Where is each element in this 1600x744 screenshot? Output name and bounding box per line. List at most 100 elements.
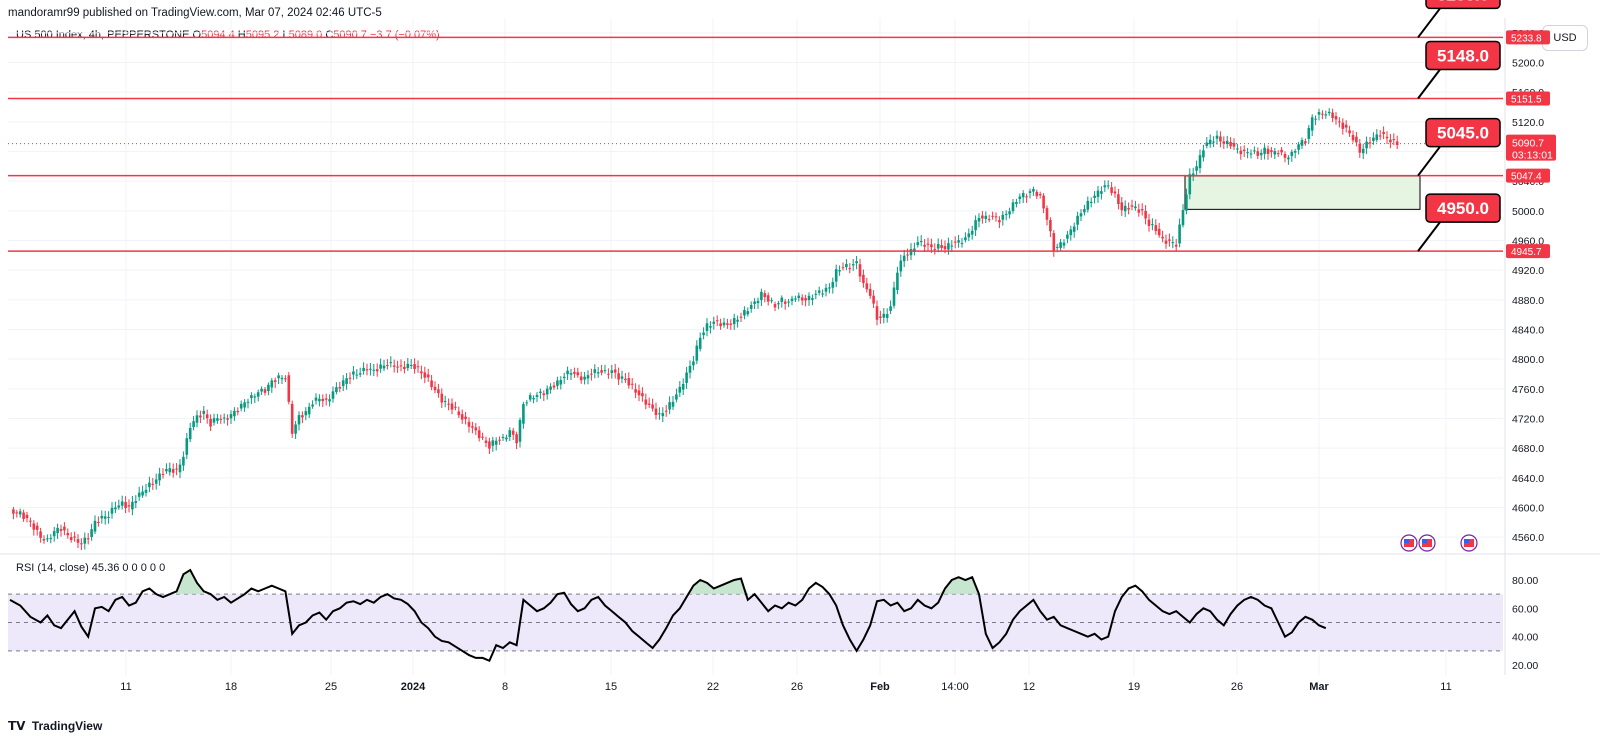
candle-body [566, 370, 569, 375]
candle-body [817, 290, 821, 293]
candle-body [1276, 153, 1280, 155]
candle-body [42, 538, 46, 541]
candle-body [1117, 194, 1120, 204]
candle-body [586, 375, 590, 379]
candle-body [957, 240, 960, 243]
candle-body [253, 396, 257, 398]
candle-body [1212, 141, 1215, 143]
price-tick-label: 4760.0 [1512, 384, 1544, 396]
price-tick-label: 4800.0 [1512, 354, 1544, 366]
candle-body [86, 538, 90, 540]
candle-body [664, 410, 668, 412]
candle-body [1025, 196, 1028, 198]
candle-body [403, 366, 406, 370]
candle-body [29, 520, 32, 522]
candle-body [807, 295, 811, 301]
candle-body [1127, 208, 1130, 210]
candle-body [624, 378, 627, 381]
candle-body [1198, 155, 1202, 169]
candle-body [675, 394, 678, 400]
flag-icon [1422, 539, 1427, 543]
candle-body [964, 237, 967, 241]
candle-body [865, 283, 869, 290]
candle-body [522, 404, 525, 424]
candle-body [1035, 191, 1039, 197]
candle-body [239, 403, 243, 409]
level-axis-label: 5151.5 [1511, 94, 1542, 105]
candle-body [12, 509, 15, 514]
candle-body [32, 523, 36, 530]
candle-body [83, 537, 87, 544]
candle-body [875, 306, 879, 320]
candle-body [851, 264, 855, 266]
candle-body [110, 507, 114, 514]
candle-body [120, 501, 124, 506]
candle-body [1171, 242, 1175, 244]
candle-body [1378, 135, 1382, 137]
candle-body [423, 372, 427, 378]
candle-body [916, 242, 920, 245]
candle-body [668, 402, 671, 410]
published-line: mandoramr99 published on TradingView.com… [8, 7, 382, 19]
candle-body [692, 361, 695, 366]
rsi-tick-label: 20.00 [1512, 660, 1538, 672]
candle-body [569, 373, 573, 375]
level-axis-tag [1506, 91, 1550, 106]
candle-body [685, 372, 688, 383]
rsi-tick-label: 40.00 [1512, 632, 1538, 644]
candle-body [141, 491, 144, 496]
candle-body [678, 386, 682, 393]
candle-body [1011, 202, 1015, 212]
candle-body [1008, 211, 1011, 215]
candle-body [1385, 136, 1389, 139]
candle-body [127, 505, 131, 507]
callout-pointer [1417, 7, 1441, 39]
candle-body [294, 424, 297, 434]
candle-body [607, 373, 610, 375]
candle-body [909, 249, 913, 256]
candle-body [243, 402, 246, 408]
candle-body [613, 369, 617, 373]
level-callout-box [1425, 193, 1501, 223]
candle-body [304, 411, 308, 416]
candle-body [484, 440, 488, 443]
candle-body [406, 363, 410, 369]
candle-body [1188, 174, 1192, 195]
candle-body [1270, 150, 1273, 153]
candle-body [355, 374, 359, 376]
candle-body [1137, 209, 1141, 213]
candle-body [1232, 143, 1236, 147]
candle-body [131, 501, 134, 510]
candle-body [824, 287, 828, 292]
candle-body [1134, 206, 1137, 209]
level-axis-tag [1506, 30, 1550, 45]
candle-body [216, 418, 219, 421]
candle-body [73, 536, 76, 538]
candle-body [532, 398, 535, 400]
candle-body [1191, 173, 1195, 176]
candle-body [22, 512, 25, 519]
candle-body [137, 492, 141, 497]
candle-body [889, 306, 892, 311]
candle-body [416, 366, 420, 368]
candle-body [1273, 151, 1277, 155]
candle-body [814, 293, 818, 295]
candle-body [233, 410, 236, 417]
candle-body [1287, 157, 1290, 160]
candle-body [39, 531, 42, 538]
open-label: O [192, 29, 202, 41]
candle-body [651, 404, 654, 409]
time-tick-label: 26 [1231, 681, 1243, 693]
candle-body [457, 411, 461, 416]
candle-body [260, 388, 263, 392]
candle-body [960, 243, 964, 245]
time-tick-label: 26 [791, 681, 803, 693]
candle-body [1392, 139, 1396, 141]
time-tick-label: 22 [707, 681, 719, 693]
candle-body [658, 413, 661, 415]
candle-body [212, 418, 216, 423]
price-tick-label: 5000.0 [1512, 206, 1544, 218]
candle-body [1168, 239, 1171, 241]
candle-body [930, 244, 933, 248]
